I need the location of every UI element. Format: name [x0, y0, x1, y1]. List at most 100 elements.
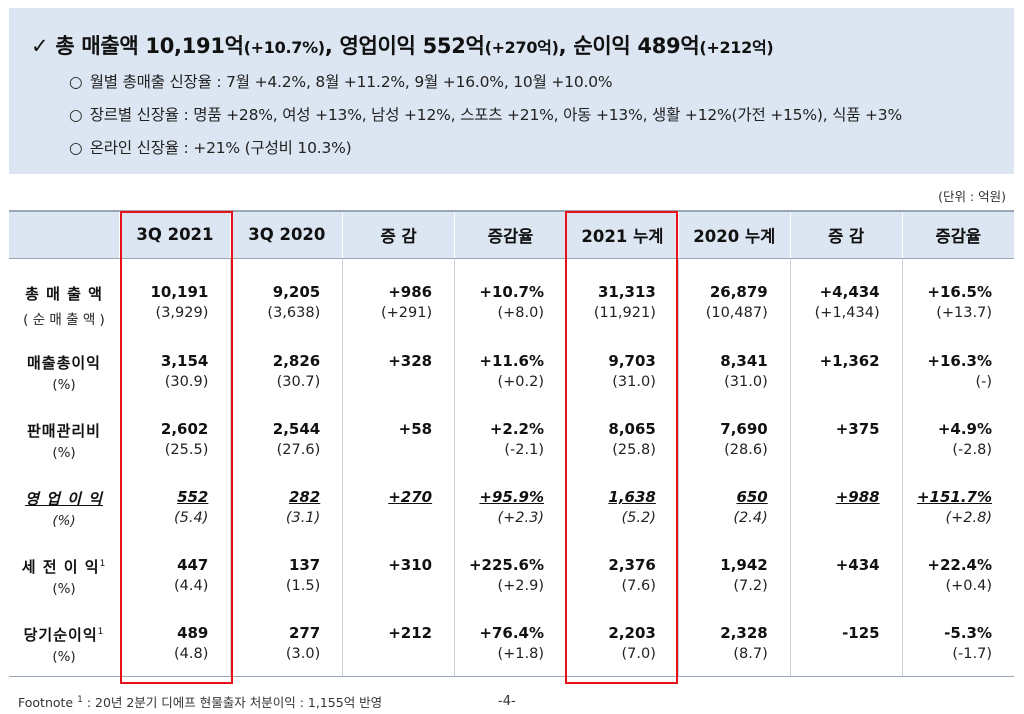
cell-subvalue: [343, 374, 432, 390]
header-cell: [9, 210, 119, 259]
table-row: 매출총이익 (%) 3,154 (30.9) 2,826 (30.7) +328 +11.6…: [9, 336, 1014, 404]
row-label: 총 매 출 액 ( 순 매 출 액 ): [9, 258, 119, 336]
row-label-sub: (%): [52, 377, 76, 393]
cell-subvalue: (30.7): [276, 374, 321, 390]
headline-text: 총 매출액 10,191억(+10.7%), 영업이익 552억(+270억),…: [55, 34, 773, 58]
table-cell: 8,341 (31.0): [677, 336, 791, 404]
cell-value: -5.3%: [944, 624, 992, 642]
table-cell: 137 (1.5): [230, 540, 343, 608]
headline-part: 총 매출액 10,191억: [55, 34, 244, 58]
cell-value: +4,434: [819, 282, 880, 301]
table-cell: 3,154 (30.9): [119, 336, 231, 404]
cell-value: +225.6%: [468, 556, 544, 574]
bullet-monthly-growth: ○ 월별 총매출 신장율 : 7월 +4.2%, 8월 +11.2%, 9월 +…: [69, 70, 613, 92]
row-label: 매출총이익 (%): [9, 336, 119, 404]
cell-value: 9,205: [272, 282, 321, 301]
row-label-text: 영 업 이 익: [25, 490, 103, 508]
cell-value: 282: [288, 488, 321, 506]
table-cell: 7,690 (28.6): [677, 404, 791, 472]
cell-value: 1,638: [608, 488, 656, 506]
cell-value: 552: [177, 488, 209, 506]
table-cell: +4,434 (+1,434): [789, 258, 903, 336]
table-cell: 9,703 (31.0): [566, 336, 679, 404]
header-cell: 증 감: [342, 210, 455, 259]
table-cell: +212: [342, 608, 455, 677]
cell-value: +988: [835, 488, 880, 506]
header-cell: 증감율: [901, 210, 1014, 259]
cell-value: 2,376: [608, 556, 656, 574]
cell-value: +375: [835, 420, 880, 438]
circle-icon: ○: [69, 73, 83, 91]
cell-subvalue: (25.5): [164, 442, 209, 458]
table-cell: 8,065 (25.8): [566, 404, 679, 472]
cell-subvalue: (+8.0): [497, 304, 544, 321]
footnote-label: Footnote: [18, 695, 74, 710]
table-cell: 10,191 (3,929): [119, 258, 231, 336]
bullet-genre-growth: ○ 장르별 신장율 : 명품 +28%, 여성 +13%, 남성 +12%, 스…: [69, 103, 902, 125]
table-cell: 26,879 (10,487): [677, 258, 791, 336]
cell-subvalue: (7.0): [621, 646, 656, 662]
header-cell: 3Q 2021: [118, 210, 231, 259]
table-cell: 2,602 (25.5): [119, 404, 231, 472]
row-label: 판매관리비 (%): [9, 404, 119, 472]
table-cell: +2.2% (-2.1): [454, 404, 567, 472]
cell-value: +10.7%: [479, 282, 544, 301]
cell-subvalue: [791, 510, 880, 526]
header-cell: 3Q 2020: [230, 210, 343, 259]
header-cell: 2021 누계: [566, 210, 679, 259]
cell-subvalue: (3,929): [155, 304, 209, 321]
row-label-sup: 1: [99, 559, 107, 569]
cell-subvalue: [791, 646, 880, 662]
cell-subvalue: (+1.8): [497, 646, 544, 662]
table-row: 총 매 출 액 ( 순 매 출 액 ) 10,191 (3,929) 9,205 (3,6…: [9, 258, 1014, 336]
cell-subvalue: (5.2): [621, 510, 656, 526]
check-icon: ✓: [31, 34, 49, 58]
highlight-box-2021-ytd: [565, 211, 678, 684]
footnote-sup: 1: [77, 694, 83, 705]
table-cell: +328: [342, 336, 455, 404]
table-cell: +95.9% (+2.3): [454, 472, 567, 540]
cell-subvalue: [791, 374, 880, 390]
cell-subvalue: (+2.8): [945, 510, 992, 526]
cell-subvalue: (10,487): [705, 304, 768, 321]
cell-subvalue: [343, 510, 432, 526]
cell-value: +2.2%: [489, 420, 544, 438]
table-cell: +225.6% (+2.9): [454, 540, 567, 608]
cell-subvalue: (+0.2): [497, 374, 544, 390]
cell-subvalue: [343, 442, 432, 458]
circle-icon: ○: [69, 139, 83, 157]
header-cell: 증감율: [454, 210, 567, 259]
headline-part: (+212억): [699, 38, 774, 57]
cell-value: 447: [177, 556, 209, 574]
cell-value: 10,191: [150, 282, 209, 301]
table-cell: +11.6% (+0.2): [454, 336, 567, 404]
table-cell: +434: [789, 540, 903, 608]
headline-part: (+270억): [484, 38, 559, 57]
cell-subvalue: (-2.8): [952, 442, 992, 458]
table-cell: 2,544 (27.6): [230, 404, 343, 472]
cell-subvalue: [791, 442, 880, 458]
table-cell: 650 (2.4): [677, 472, 791, 540]
cell-subvalue: (7.6): [621, 578, 656, 594]
cell-value: +76.4%: [479, 624, 544, 642]
table-cell: 1,942 (7.2): [677, 540, 791, 608]
table-cell: 31,313 (11,921): [566, 258, 679, 336]
row-label-sup: 1: [97, 627, 105, 637]
cell-value: +11.6%: [479, 352, 544, 370]
cell-value: 2,826: [272, 352, 321, 370]
headline-part: , 영업이익 552억: [324, 34, 485, 58]
cell-value: 2,602: [160, 420, 209, 438]
header-cell: 2020 누계: [677, 210, 791, 259]
bullet-text: 장르별 신장율 : 명품 +28%, 여성 +13%, 남성 +12%, 스포츠…: [89, 106, 902, 124]
cell-subvalue: (28.6): [724, 442, 768, 458]
cell-subvalue: (-2.1): [504, 442, 544, 458]
cell-subvalue: (2.4): [733, 510, 768, 526]
cell-value: +16.5%: [927, 282, 992, 301]
table-cell: 2,203 (7.0): [566, 608, 679, 677]
footnote: Footnote 1 : 20년 2분기 디에프 현물출자 처분이익 : 1,1…: [18, 692, 382, 711]
table-cell: 9,205 (3,638): [230, 258, 343, 336]
cell-value: 31,313: [597, 282, 656, 301]
table-cell: +310: [342, 540, 455, 608]
cell-subvalue: (27.6): [276, 442, 321, 458]
table-row: 판매관리비 (%) 2,602 (25.5) 2,544 (27.6) +58 +2.2% (…: [9, 404, 1014, 472]
